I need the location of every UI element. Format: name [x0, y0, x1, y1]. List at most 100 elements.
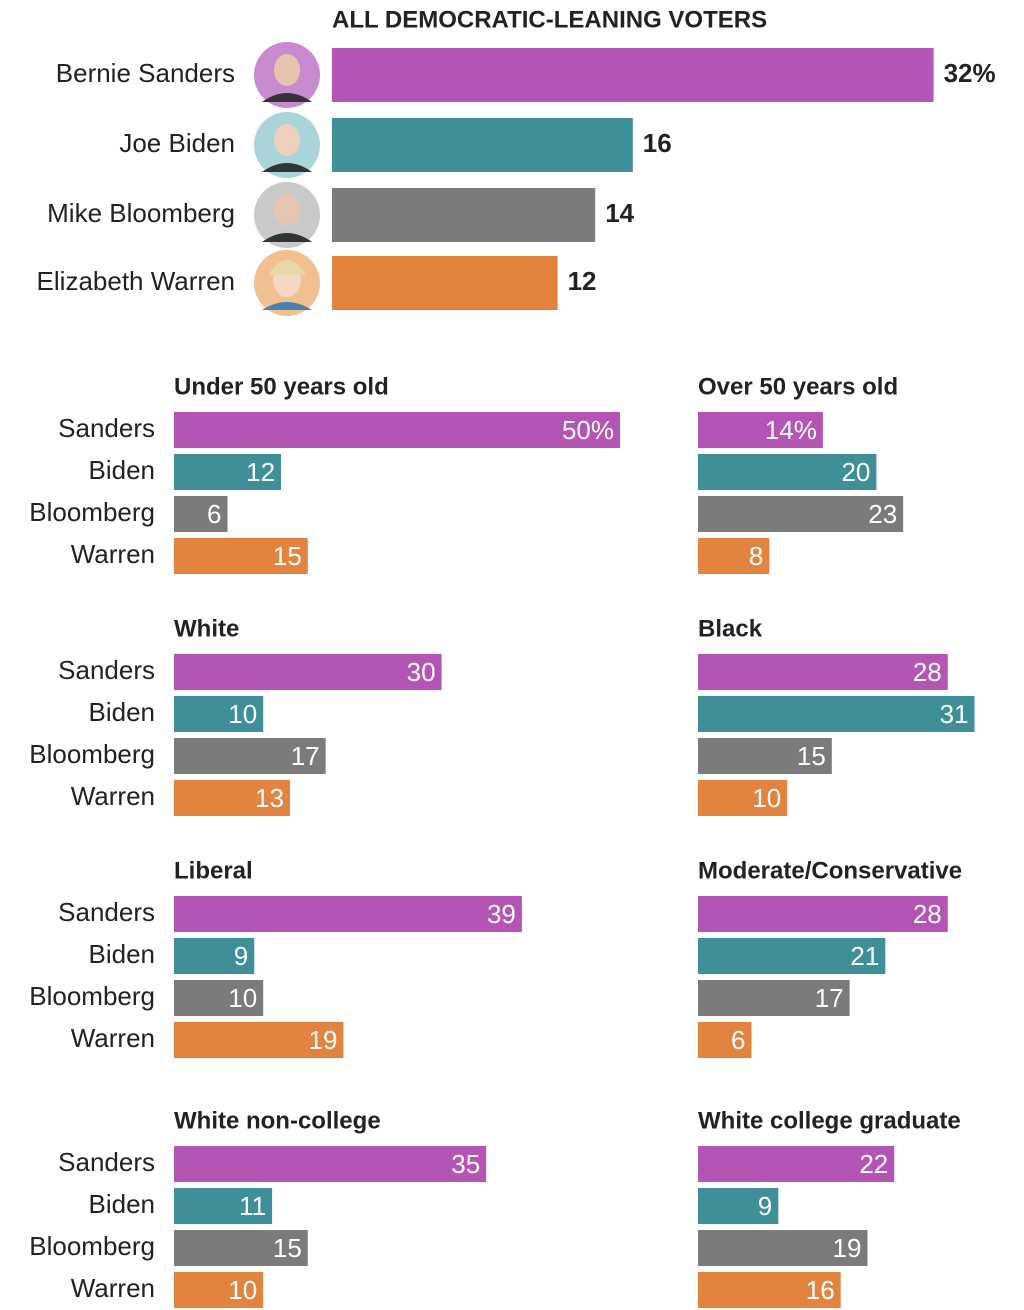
bar	[698, 696, 975, 732]
value-label: 15	[797, 741, 826, 771]
value-label: 14	[605, 198, 634, 228]
portrait	[254, 182, 320, 248]
value-label: 12	[568, 266, 597, 296]
value-label: 10	[228, 699, 257, 729]
category-label: Biden	[89, 455, 156, 485]
bar	[698, 938, 886, 974]
bar	[698, 1022, 752, 1058]
bar	[332, 256, 558, 310]
bar	[174, 654, 442, 690]
value-label: 30	[407, 657, 436, 687]
bar	[698, 1272, 841, 1308]
category-label: Sanders	[58, 897, 155, 927]
category-label: Biden	[89, 939, 156, 969]
bar	[174, 980, 264, 1016]
value-label: 17	[815, 983, 844, 1013]
bar	[174, 738, 326, 774]
bar	[174, 1022, 344, 1058]
panel-title: Black	[698, 615, 763, 642]
bar	[174, 780, 290, 816]
portrait	[254, 42, 320, 108]
bar	[332, 48, 934, 102]
category-label: Bloomberg	[29, 739, 155, 769]
panel-title: Over 50 years old	[698, 373, 898, 400]
panel-title: White non-college	[174, 1107, 381, 1134]
category-label: Bloomberg	[29, 1231, 155, 1261]
bar	[332, 188, 596, 242]
bar	[698, 738, 832, 774]
category-label: Joe Biden	[119, 128, 235, 158]
bar	[698, 538, 770, 574]
value-label: 23	[868, 499, 897, 529]
value-label: 14%	[765, 415, 817, 445]
bar	[698, 780, 788, 816]
panel-title: Under 50 years old	[174, 373, 389, 400]
value-label: 11	[239, 1191, 266, 1221]
bar	[174, 412, 620, 448]
category-label: Warren	[71, 781, 155, 811]
category-label: Bloomberg	[29, 981, 155, 1011]
portrait	[254, 112, 320, 178]
bar	[698, 896, 948, 932]
category-label: Biden	[89, 1189, 156, 1219]
bar	[174, 1146, 487, 1182]
bar	[698, 1146, 895, 1182]
bar	[174, 1230, 308, 1266]
bar	[698, 496, 904, 532]
bar	[698, 454, 877, 490]
bar	[174, 538, 308, 574]
bar	[174, 696, 264, 732]
chart-title: ALL DEMOCRATIC-LEANING VOTERS	[332, 6, 767, 33]
panel-title: White	[174, 615, 239, 642]
value-label: 9	[758, 1191, 772, 1221]
bar	[174, 938, 255, 974]
bar	[698, 654, 948, 690]
category-label: Sanders	[58, 1147, 155, 1177]
bar	[698, 1230, 868, 1266]
value-label: 17	[291, 741, 320, 771]
category-label: Bernie Sanders	[56, 58, 235, 88]
value-label: 9	[234, 941, 248, 971]
category-label: Biden	[89, 697, 156, 727]
value-label: 10	[228, 1275, 257, 1305]
value-label: 13	[255, 783, 284, 813]
value-label: 15	[273, 541, 302, 571]
value-label: 31	[940, 699, 969, 729]
bar	[698, 412, 823, 448]
category-label: Elizabeth Warren	[37, 266, 235, 296]
value-label: 50%	[562, 415, 614, 445]
panel-title: Moderate/Conservative	[698, 857, 962, 884]
category-label: Warren	[71, 539, 155, 569]
portraits	[254, 42, 320, 316]
bar	[174, 454, 282, 490]
value-label: 15	[273, 1233, 302, 1263]
bar	[174, 496, 228, 532]
bar	[698, 980, 850, 1016]
bar	[174, 1272, 264, 1308]
value-label: 6	[207, 499, 221, 529]
value-label: 16	[643, 128, 672, 158]
value-label: 8	[749, 541, 763, 571]
value-label: 39	[487, 899, 516, 929]
bar	[174, 896, 522, 932]
category-label: Warren	[71, 1273, 155, 1303]
category-label: Sanders	[58, 655, 155, 685]
portrait	[254, 250, 320, 316]
category-label: Mike Bloomberg	[47, 198, 235, 228]
value-label: 28	[913, 657, 942, 687]
value-label: 35	[451, 1149, 480, 1179]
value-label: 19	[309, 1025, 338, 1055]
value-label: 21	[850, 941, 879, 971]
bar	[332, 118, 633, 172]
value-label: 10	[752, 783, 781, 813]
value-label: 6	[731, 1025, 745, 1055]
bar	[174, 1188, 273, 1224]
value-label: 19	[833, 1233, 862, 1263]
panel-title: Liberal	[174, 857, 253, 884]
bar	[698, 1188, 779, 1224]
value-label: 12	[246, 457, 275, 487]
value-label: 22	[859, 1149, 888, 1179]
panel-title: White college graduate	[698, 1107, 961, 1134]
category-label: Bloomberg	[29, 497, 155, 527]
